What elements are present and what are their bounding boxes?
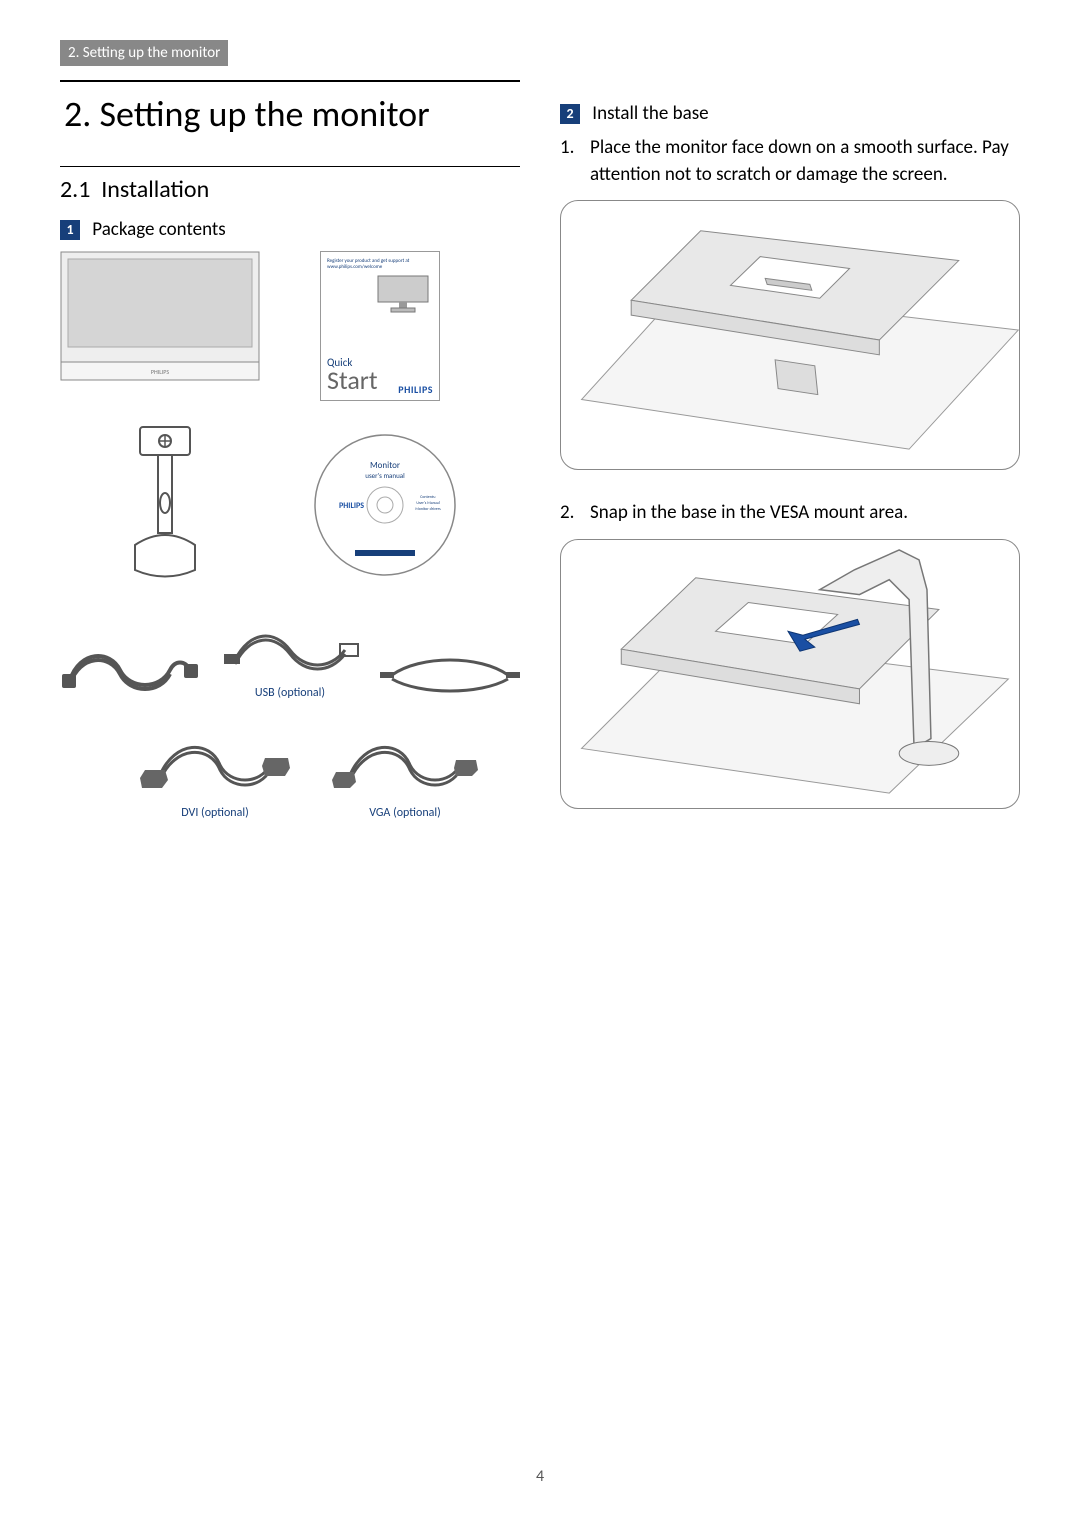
- dvi-cable: DVI (optional): [140, 730, 290, 820]
- rule-top: [60, 80, 520, 82]
- svg-text:Contents:: Contents:: [420, 495, 436, 500]
- chapter-number: 2.: [64, 92, 91, 136]
- step-2-num: 2.: [560, 500, 590, 527]
- cd-line2: user's manual: [365, 471, 405, 480]
- quick-start-guide: Register your product and get support at…: [320, 251, 440, 401]
- section-title: 2.1 Installation: [60, 175, 520, 204]
- two-column-layout: 2. Setting up the monitor 2.1 Installati…: [60, 72, 1020, 839]
- qs-url: www.philips.com/welcome: [327, 264, 433, 270]
- svg-text:PHILIPS: PHILIPS: [151, 368, 169, 376]
- cd-line1: Monitor: [370, 460, 400, 471]
- chapter-title: 2. Setting up the monitor: [60, 92, 520, 136]
- package-contents-label: Package contents: [92, 218, 225, 241]
- install-base-label: Install the base: [592, 102, 708, 125]
- usb-label: USB (optional): [255, 686, 325, 700]
- left-column: 2. Setting up the monitor 2.1 Installati…: [60, 72, 520, 839]
- illustration-snap-base: [560, 539, 1020, 809]
- step-1-num: 1.: [560, 135, 590, 188]
- vga-label: VGA (optional): [369, 806, 441, 820]
- step-2: 2. Snap in the base in the VESA mount ar…: [560, 500, 1020, 527]
- philips-logo: PHILIPS: [398, 383, 433, 396]
- header-breadcrumb: 2. Setting up the monitor: [60, 40, 228, 66]
- step-1: 1. Place the monitor face down on a smoo…: [560, 135, 1020, 188]
- power-cable: [60, 620, 200, 700]
- step-2-text: Snap in the base in the VESA mount area.: [590, 500, 908, 527]
- package-contents-heading: 1 Package contents: [60, 218, 520, 241]
- chapter-text: Setting up the monitor: [99, 92, 429, 136]
- svg-text:User's Manual: User's Manual: [416, 501, 439, 506]
- install-base-heading: 2 Install the base: [560, 102, 1020, 125]
- section-number: 2.1: [60, 175, 90, 204]
- step-1-text: Place the monitor face down on a smooth …: [590, 135, 1020, 188]
- badge-2: 2: [560, 104, 580, 124]
- section-text: Installation: [101, 175, 209, 204]
- monitor-illustration: PHILIPS: [60, 251, 260, 386]
- badge-1: 1: [60, 220, 80, 240]
- audio-cable: [380, 620, 520, 700]
- rule-section: [60, 166, 520, 167]
- dvi-label: DVI (optional): [181, 806, 248, 820]
- page-number: 4: [0, 1467, 1080, 1486]
- page: 2. Setting up the monitor 2. Setting up …: [0, 0, 1080, 839]
- svg-text:Monitor drivers: Monitor drivers: [415, 507, 441, 512]
- stand-illustration: [120, 425, 210, 590]
- right-column: 2 Install the base 1. Place the monitor …: [560, 72, 1020, 839]
- cd-brand: PHILIPS: [339, 501, 364, 511]
- usb-cable: USB (optional): [220, 620, 360, 700]
- cd-illustration: Monitor user's manual PHILIPS Contents: …: [310, 430, 460, 585]
- vga-cable: VGA (optional): [330, 730, 480, 820]
- illustration-face-down: [560, 200, 1020, 470]
